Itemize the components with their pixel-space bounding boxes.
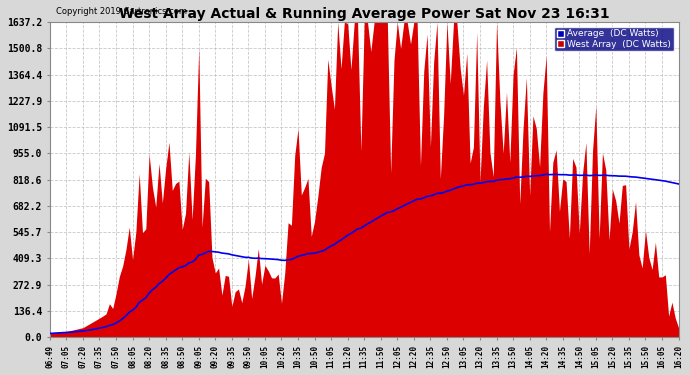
Legend: Average  (DC Watts), West Array  (DC Watts): Average (DC Watts), West Array (DC Watts… [554,27,674,51]
Text: Copyright 2019 Cartronics.com: Copyright 2019 Cartronics.com [56,7,187,16]
Title: West Array Actual & Running Average Power Sat Nov 23 16:31: West Array Actual & Running Average Powe… [119,7,609,21]
